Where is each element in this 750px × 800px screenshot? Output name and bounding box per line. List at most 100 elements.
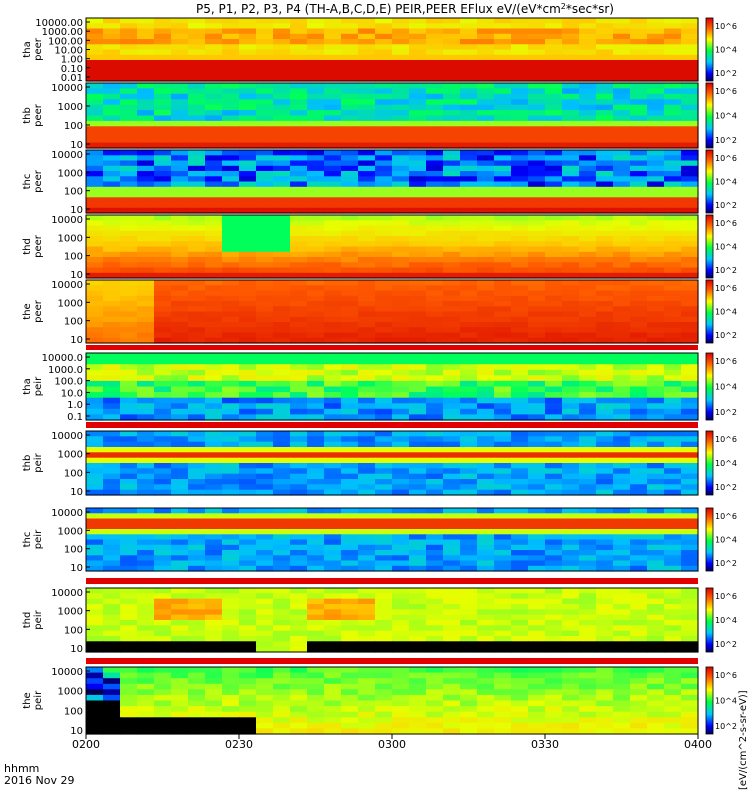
spectrogram-cell xyxy=(358,54,376,61)
spectrogram-cell xyxy=(460,380,478,388)
spectrogram-cell xyxy=(494,49,512,56)
spectrogram-cell xyxy=(511,220,529,227)
spectrogram-cell xyxy=(137,508,155,514)
spectrogram-cell xyxy=(341,565,359,572)
spectrogram-cell xyxy=(392,327,410,334)
spectrogram-cell xyxy=(392,322,410,328)
spectrogram-cell xyxy=(188,272,206,279)
spectrogram-cell xyxy=(494,75,512,82)
spectrogram-cell xyxy=(137,104,155,111)
spectrogram-cell xyxy=(375,369,393,376)
spectrogram-cell xyxy=(528,236,546,242)
spectrogram-cell xyxy=(460,358,478,365)
spectrogram-cell xyxy=(562,364,580,371)
spectrogram-cell xyxy=(528,706,546,713)
spectrogram-cell xyxy=(120,150,138,156)
spectrogram-cell xyxy=(443,160,461,167)
spectrogram-cell xyxy=(511,327,529,334)
spectrogram-cell xyxy=(545,609,563,616)
spectrogram-cell xyxy=(647,711,665,718)
spectrogram-cell xyxy=(205,28,223,35)
spectrogram-cell xyxy=(596,267,614,274)
spectrogram-cell xyxy=(477,49,495,56)
spectrogram-cell xyxy=(545,489,563,496)
spectrogram-cell xyxy=(86,120,104,127)
spectrogram-cell xyxy=(409,267,427,274)
spectrogram-cell xyxy=(375,267,393,274)
spectrogram-cell xyxy=(375,620,393,626)
spectrogram-cell xyxy=(273,447,291,453)
spectrogram-cell xyxy=(562,181,580,188)
spectrogram-cell xyxy=(239,508,257,514)
spectrogram-cell xyxy=(239,560,257,567)
spectrogram-cell xyxy=(443,625,461,632)
spectrogram-cell xyxy=(426,604,444,610)
spectrogram-cell xyxy=(375,364,393,371)
spectrogram-cell xyxy=(171,75,189,82)
spectrogram-cell xyxy=(154,104,172,111)
spectrogram-cell xyxy=(511,489,529,496)
spectrogram-cell xyxy=(188,33,206,40)
spectrogram-cell xyxy=(341,322,359,328)
spectrogram-cell xyxy=(443,593,461,600)
spectrogram-cell xyxy=(409,565,427,572)
spectrogram-cell xyxy=(545,380,563,388)
spectrogram-cell xyxy=(307,529,325,535)
spectrogram-cell xyxy=(528,700,546,707)
spectrogram-cells xyxy=(86,18,699,82)
spectrogram-cell xyxy=(443,207,461,214)
spectrogram-cell xyxy=(596,332,614,339)
spectrogram-cell xyxy=(579,316,597,323)
spectrogram-cell xyxy=(647,186,665,193)
spectrogram-cell xyxy=(562,137,580,144)
y-tick-label: 1000 xyxy=(58,526,83,537)
spectrogram-cell xyxy=(392,523,410,530)
spectrogram-cell xyxy=(545,672,563,679)
spectrogram-cell xyxy=(324,534,342,541)
spectrogram-cell xyxy=(154,646,172,653)
spectrogram-cell xyxy=(205,447,223,453)
spectrogram-cell xyxy=(324,463,342,469)
spectrogram-cell xyxy=(460,337,478,344)
spectrogram-cell xyxy=(579,75,597,82)
spectrogram-cell xyxy=(86,441,104,448)
spectrogram-cell xyxy=(613,593,631,600)
spectrogram-cell xyxy=(222,414,240,421)
spectrogram-cell xyxy=(205,700,223,707)
spectrogram-cell xyxy=(579,392,597,399)
spectrogram-cell xyxy=(545,88,563,95)
spectrogram-cell xyxy=(307,262,325,269)
spectrogram-cell xyxy=(171,280,189,286)
spectrogram-cell xyxy=(426,508,444,514)
spectrogram-cell xyxy=(409,408,427,415)
spectrogram-cell xyxy=(256,386,274,393)
spectrogram-cell xyxy=(681,403,699,410)
spectrogram-cell xyxy=(647,353,665,360)
spectrogram-cell xyxy=(86,689,104,696)
spectrogram-cell xyxy=(375,397,393,404)
spectrogram-cell xyxy=(494,414,512,421)
spectrogram-cell xyxy=(341,694,359,702)
spectrogram-cell xyxy=(460,565,478,572)
spectrogram-cell xyxy=(443,630,461,637)
spectrogram-cell xyxy=(341,126,359,133)
spectrogram-cell xyxy=(205,636,223,642)
spectrogram-cell xyxy=(273,39,291,45)
spectrogram-cell xyxy=(171,65,189,72)
spectrogram-cell xyxy=(307,230,325,237)
spectrogram-cell xyxy=(256,555,274,562)
spectrogram-cell xyxy=(409,176,427,183)
spectrogram-cell xyxy=(562,722,580,729)
spectrogram-cell xyxy=(545,251,563,258)
spectrogram-cell xyxy=(596,369,614,376)
spectrogram-cell xyxy=(290,137,308,144)
spectrogram-cell xyxy=(664,484,682,491)
spectrogram-cell xyxy=(103,131,121,138)
spectrogram-cell xyxy=(154,120,172,127)
spectrogram-cell xyxy=(630,358,648,365)
spectrogram-cell xyxy=(188,18,206,24)
spectrogram-cell xyxy=(460,186,478,193)
spectrogram-cell xyxy=(494,285,512,292)
spectrogram-cell xyxy=(256,54,274,61)
spectrogram-cell xyxy=(307,683,325,690)
